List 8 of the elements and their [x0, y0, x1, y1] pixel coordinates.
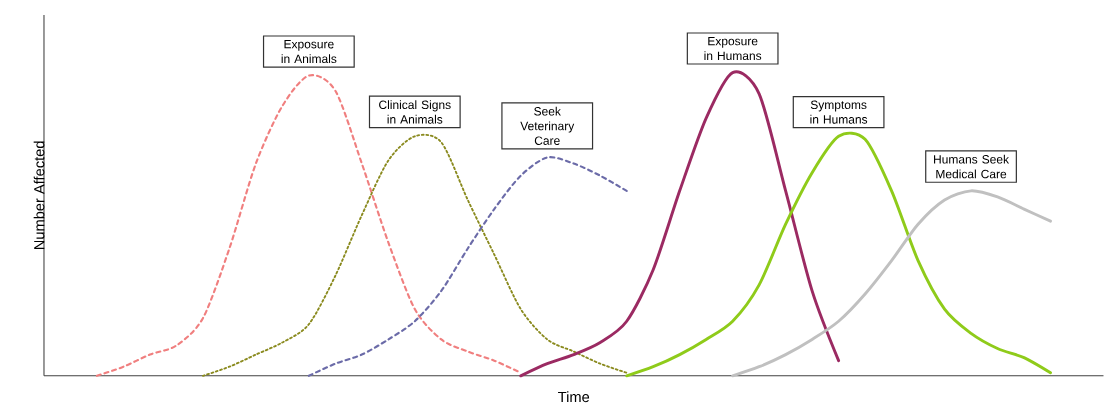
x-axis-title: Time	[558, 391, 590, 403]
text: Exposure in Animals	[281, 40, 337, 64]
annotation: Seek Veterinary Care	[520, 106, 575, 146]
annotation: Clinical Signs in Animals	[379, 100, 451, 124]
y-axis-title: Number Affected	[33, 141, 45, 250]
annotation: Humans Seek Medical Care	[934, 154, 1010, 179]
text: Exposure in Humans	[704, 37, 762, 61]
annotation: Symptoms in Humans	[810, 100, 868, 124]
